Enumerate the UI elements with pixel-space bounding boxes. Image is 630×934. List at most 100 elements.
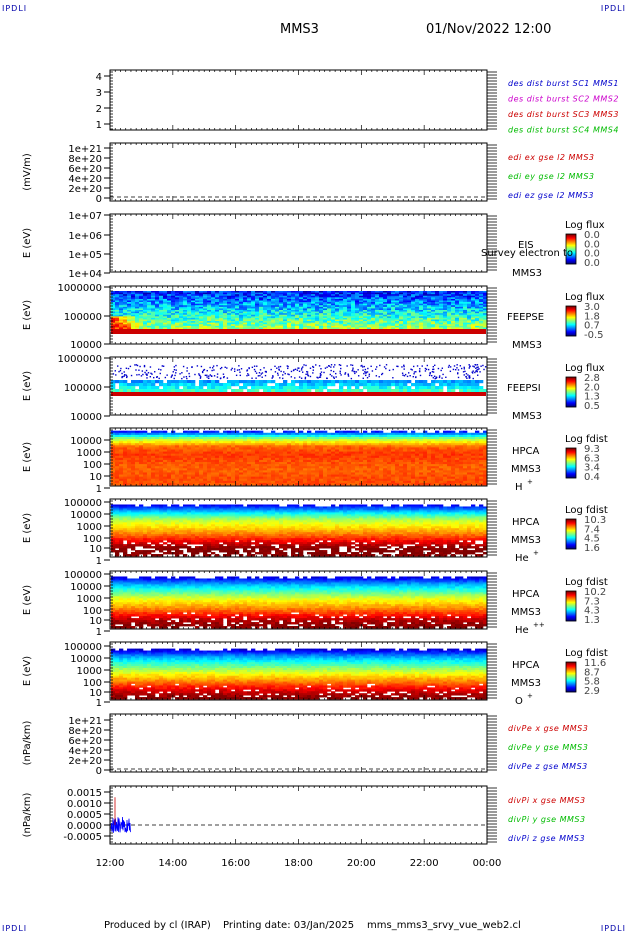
spec-cell: [191, 310, 196, 312]
spec-dot: [411, 369, 413, 371]
spec-cell: [187, 459, 192, 463]
spec-cell: [147, 302, 152, 304]
spec-cell: [483, 321, 488, 323]
spec-cell: [127, 482, 132, 486]
spec-cell: [119, 476, 124, 480]
spec-cell: [311, 303, 316, 306]
spec-cell: [251, 322, 256, 325]
spec-cell: [287, 313, 292, 316]
spec-cell: [271, 305, 276, 308]
spec-cell: [243, 297, 248, 300]
spec-cell: [375, 383, 380, 387]
spec-cell: [211, 480, 216, 484]
spec-cell: [327, 319, 332, 322]
spec-dot: [462, 371, 465, 373]
spec-cell: [179, 297, 184, 300]
spec-cell: [251, 305, 256, 308]
spec-cell: [383, 324, 388, 327]
spec-dot: [419, 374, 422, 377]
spec-cell: [423, 314, 428, 317]
spec-cell: [455, 319, 460, 322]
spec-cell: [283, 302, 288, 304]
spec-dot: [338, 364, 341, 366]
spec-cell: [439, 308, 444, 311]
spec-cell: [287, 298, 292, 301]
spec-cell: [167, 462, 172, 465]
spec-cell: [267, 310, 272, 312]
spec-dot: [413, 371, 416, 373]
spec-cell: [119, 468, 124, 471]
spec-cell: [163, 434, 168, 438]
spec-cell: [215, 470, 220, 473]
spec-cell: [259, 324, 264, 327]
spec-cell: [331, 383, 336, 387]
spec-cell: [115, 453, 120, 457]
spec-cell: [159, 316, 164, 319]
spec-cell: [183, 317, 188, 320]
spec-dot: [425, 368, 428, 371]
spec-cell: [235, 466, 240, 469]
colorbar-swatch: [566, 325, 576, 327]
spec-cell: [351, 292, 356, 295]
y-tick-label: 1000000: [57, 283, 102, 294]
spec-cell: [203, 389, 208, 393]
spec-dot: [352, 369, 354, 371]
spec-cell: [331, 314, 336, 317]
spec-cell: [163, 325, 168, 328]
spec-cell: [295, 308, 300, 311]
spec-dot: [347, 375, 350, 377]
spec-cell: [155, 457, 160, 461]
spec-cell: [419, 314, 424, 317]
spec-cell: [407, 300, 412, 303]
spec-dot: [141, 370, 144, 372]
spec-dot: [274, 365, 276, 368]
spec-dot: [123, 375, 125, 377]
spec-cell: [199, 436, 204, 440]
spec-cell: [239, 441, 244, 444]
spec-cell: [403, 302, 408, 304]
spec-cell: [195, 466, 200, 469]
spec-cell: [215, 386, 220, 390]
spec-cell: [183, 380, 188, 384]
spec-cell: [139, 311, 144, 314]
spec-cell: [139, 305, 144, 308]
spec-dot: [413, 373, 415, 375]
spec-cell: [439, 305, 444, 308]
spec-cell: [211, 325, 216, 328]
colorbar-swatch: [566, 245, 576, 247]
spec-dot: [306, 371, 309, 373]
spec-cell: [323, 308, 328, 311]
spec-cell: [387, 297, 392, 300]
spec-cell: [355, 311, 360, 314]
spec-cell: [203, 443, 208, 446]
spec-cell: [183, 302, 188, 304]
spectrogram-feepsi: [111, 364, 488, 396]
spec-cell: [403, 310, 408, 312]
spec-cell: [167, 292, 172, 295]
spec-dot: [294, 377, 296, 379]
spec-cell: [267, 302, 272, 304]
spec-cell: [451, 389, 456, 393]
spec-cell: [207, 470, 212, 473]
spec-cell: [303, 325, 308, 328]
spec-cell: [191, 459, 196, 463]
spec-cell: [239, 445, 244, 448]
spec-cell: [211, 302, 216, 304]
spec-cell: [167, 432, 172, 436]
spec-cell: [363, 306, 368, 309]
spec-cell: [119, 464, 124, 467]
spec-cell: [479, 327, 484, 330]
spec-cell: [311, 292, 316, 295]
spec-cell: [323, 327, 328, 330]
spec-cell: [183, 434, 188, 438]
spec-dot: [126, 376, 128, 379]
spec-cell: [359, 321, 364, 323]
spec-cell: [459, 313, 464, 316]
spec-cell: [175, 478, 180, 482]
spec-cell: [175, 325, 180, 328]
spec-cell: [231, 434, 236, 438]
spec-cell: [135, 322, 140, 325]
spec-cell: [119, 453, 124, 457]
spec-cell: [187, 453, 192, 457]
spec-cell: [135, 445, 140, 448]
